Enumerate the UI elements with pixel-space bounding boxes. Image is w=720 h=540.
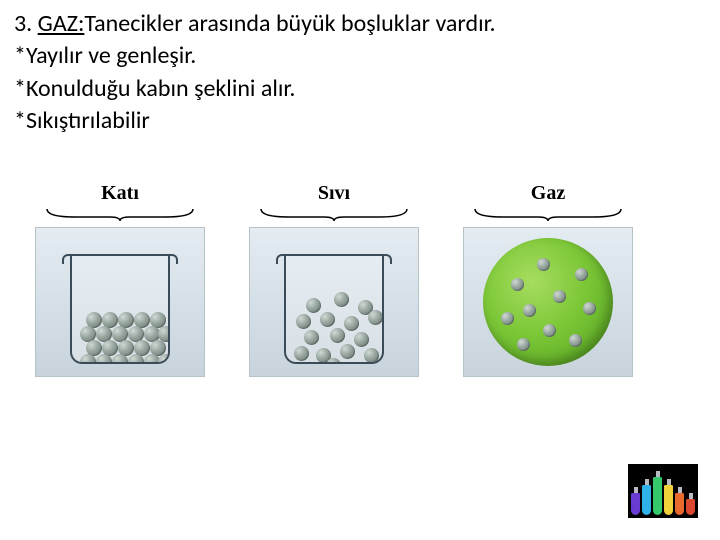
flask-icon — [653, 477, 662, 515]
heading-term: GAZ: — [38, 9, 85, 38]
flasks-icon — [628, 464, 698, 518]
brace-icon — [473, 207, 623, 221]
panel-gas — [463, 227, 633, 377]
particle — [537, 258, 550, 271]
particle — [112, 354, 128, 364]
particle — [364, 348, 379, 363]
flask-icon — [631, 493, 640, 515]
state-solid-label: Katı — [101, 182, 139, 205]
states-diagram: Katı Sıvı Gaz — [0, 182, 720, 377]
flask-icon — [686, 499, 695, 515]
particle — [128, 354, 144, 364]
bullet-2: *Konulduğu kabın şeklini alır. — [14, 73, 706, 105]
particle — [294, 346, 309, 361]
particle — [583, 302, 596, 315]
panel-solid — [35, 227, 205, 377]
particle — [326, 358, 341, 364]
heading-line: 3. GAZ:Tanecikler arasında büyük boşlukl… — [14, 8, 706, 40]
particle — [334, 292, 349, 307]
particle — [158, 354, 170, 364]
state-liquid-label: Sıvı — [318, 182, 350, 205]
particle — [517, 338, 530, 351]
particle — [304, 330, 319, 345]
state-liquid: Sıvı — [244, 182, 424, 377]
particle — [96, 354, 112, 364]
flask-icon — [642, 485, 651, 515]
particle — [543, 324, 556, 337]
particle — [296, 314, 311, 329]
heading-rest: Tanecikler arasında büyük boşluklar vard… — [84, 9, 495, 38]
particle — [80, 354, 96, 364]
particle — [340, 344, 355, 359]
particle — [320, 312, 335, 327]
state-gas: Gaz — [458, 182, 638, 377]
particle — [501, 312, 514, 325]
bullet-1: *Yayılır ve genleşir. — [14, 40, 706, 72]
state-solid: Katı — [30, 182, 210, 377]
particle — [344, 316, 359, 331]
state-gas-label: Gaz — [531, 182, 565, 205]
heading-prefix: 3. — [14, 9, 32, 38]
particle — [354, 332, 369, 347]
particle — [575, 268, 588, 281]
particle — [368, 310, 383, 325]
particle — [569, 334, 582, 347]
panel-liquid — [249, 227, 419, 377]
text-block: 3. GAZ:Tanecikler arasında büyük boşlukl… — [0, 0, 720, 142]
particle — [511, 278, 524, 291]
flask-icon — [664, 485, 673, 515]
bullet-3: *Sıkıştırılabilir — [14, 105, 706, 137]
gas-balloon — [483, 238, 613, 366]
particle — [523, 304, 536, 317]
flask-icon — [675, 493, 684, 515]
brace-icon — [45, 207, 195, 221]
particle — [330, 328, 345, 343]
particle — [553, 290, 566, 303]
beaker-liquid — [284, 256, 384, 364]
brace-icon — [259, 207, 409, 221]
particle — [306, 298, 321, 313]
beaker-solid — [70, 256, 170, 364]
